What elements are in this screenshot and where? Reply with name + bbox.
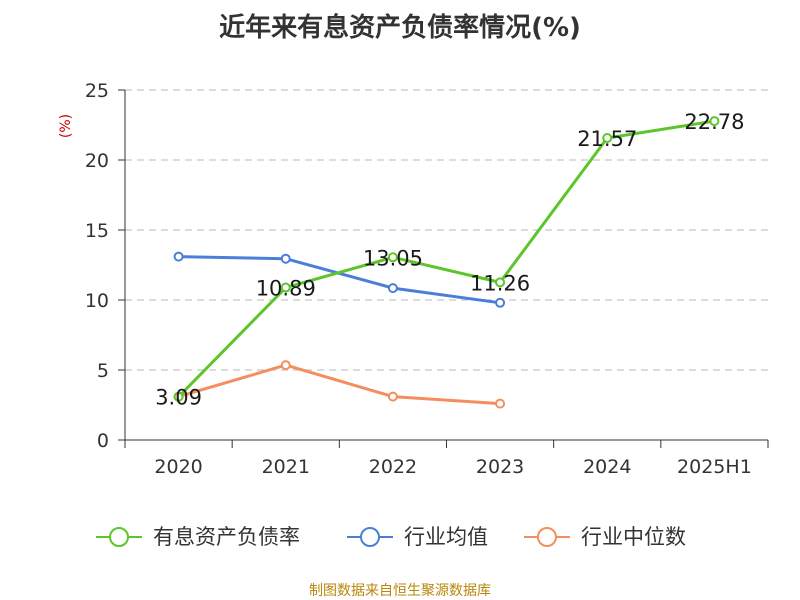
gridlines	[125, 89, 768, 371]
data-point	[495, 398, 506, 409]
legend-label: 行业中位数	[581, 525, 686, 549]
legend: 有息资产负债率 行业均值 行业中位数	[96, 525, 686, 549]
legend-marker	[360, 527, 380, 547]
x-tick-label: 2020	[154, 456, 202, 478]
y-axis-label: (%)	[58, 114, 74, 138]
legend-item-interest-debt-ratio[interactable]: 有息资产负债率	[96, 525, 300, 549]
y-tick-label: 20	[85, 150, 109, 172]
data-label: 3.09	[155, 386, 202, 410]
x-tick-label: 2021	[262, 456, 310, 478]
data-point	[709, 116, 720, 127]
data-point	[387, 391, 398, 402]
data-label: 22.78	[684, 110, 744, 134]
legend-item-industry-median[interactable]: 行业中位数	[524, 525, 686, 549]
data-point	[173, 391, 184, 402]
axes: 0 5 10 15 20 25 2020 2021 2022 2023 2024 2025H1	[85, 80, 769, 478]
series-line	[178, 255, 501, 305]
data-point	[495, 297, 506, 308]
y-tick-label: 15	[85, 220, 109, 242]
chart-title: 近年来有息资产负债率情况(%)	[219, 12, 581, 43]
data-labels: 3.09 10.89 13.05 11.26 21.57 22.78	[155, 110, 744, 410]
data-point	[280, 282, 291, 293]
y-tick-label: 0	[97, 430, 109, 452]
series-lines	[177, 119, 715, 406]
x-tick-label: 2023	[476, 456, 524, 478]
y-tick-label: 5	[97, 360, 109, 382]
data-point	[602, 133, 613, 144]
data-point	[387, 252, 398, 263]
legend-marker	[537, 527, 557, 547]
data-label: 21.57	[577, 127, 637, 151]
data-point	[173, 251, 184, 262]
data-label: 10.89	[256, 277, 316, 301]
data-label: 11.26	[470, 271, 530, 295]
x-tick-label: 2025H1	[677, 456, 752, 478]
legend-item-industry-mean[interactable]: 行业均值	[347, 525, 488, 549]
legend-marker	[109, 527, 129, 547]
y-tick-label: 25	[85, 80, 109, 102]
series-line	[177, 119, 715, 398]
data-point	[495, 277, 506, 288]
x-tick-label: 2024	[583, 456, 631, 478]
data-point	[280, 253, 291, 264]
y-tick-label: 10	[85, 290, 109, 312]
data-point	[280, 360, 291, 371]
x-tick-label: 2022	[369, 456, 417, 478]
series-line	[178, 363, 501, 406]
data-label: 13.05	[363, 246, 423, 270]
source-note: 制图数据来自恒生聚源数据库	[309, 583, 491, 599]
data-point	[387, 283, 398, 294]
legend-label: 行业均值	[404, 525, 488, 549]
legend-label: 有息资产负债率	[153, 525, 300, 549]
series-points	[173, 116, 720, 409]
